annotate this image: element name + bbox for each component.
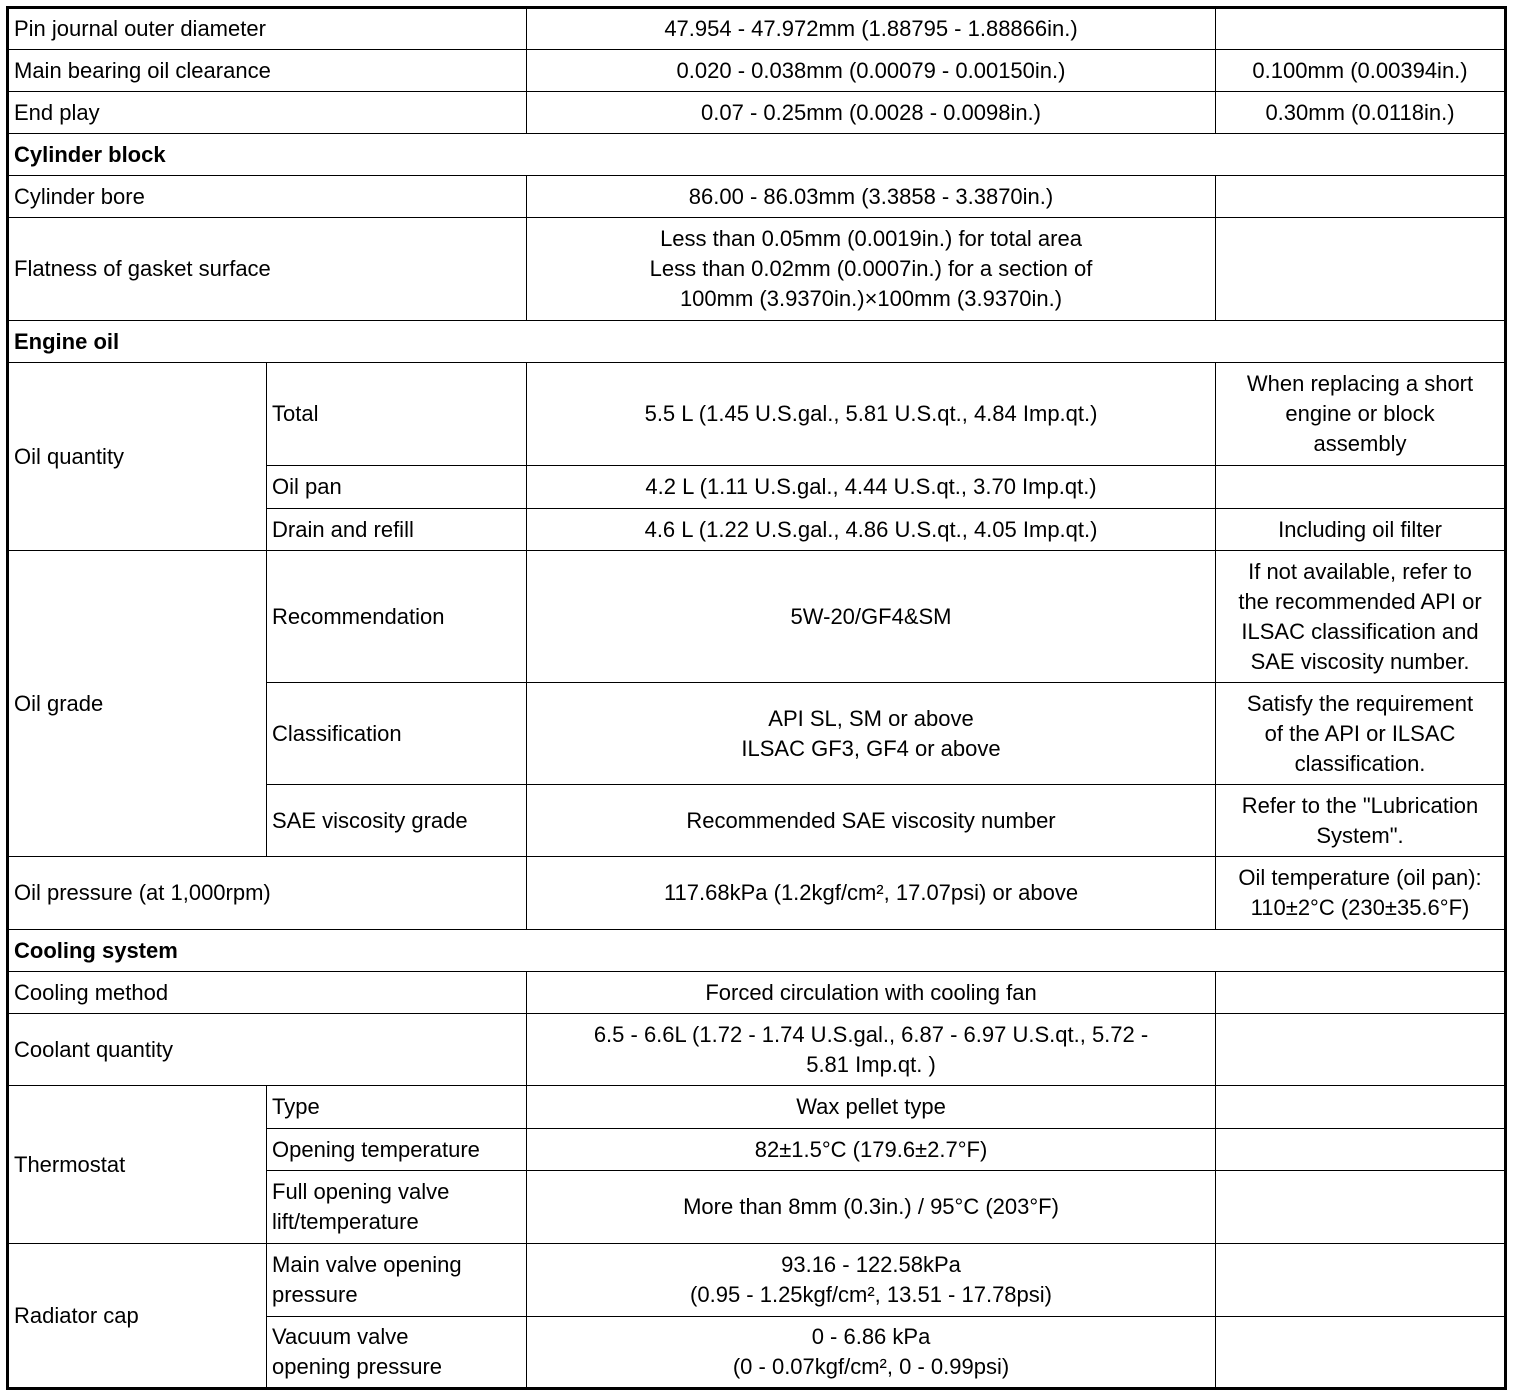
table-cell: Classification [265, 682, 528, 785]
table-cell [1215, 1085, 1507, 1129]
table-cell: 0.07 - 0.25mm (0.0028 - 0.0098in.) [526, 91, 1217, 134]
table-cell: Thermostat [7, 1085, 267, 1244]
table-row: Oil pressure (at 1,000rpm) 117.68kPa (1.2… [6, 856, 1507, 930]
table-cell: Oil quantity [7, 362, 267, 551]
table-cell: Main bearing oil clearance [6, 49, 528, 92]
table-row: Oil grade Recommendation 5W-20/GF4&SM If no… [7, 550, 1507, 857]
table-row: Cylinder bore 86.00 - 86.03mm (3.3858 - 3… [6, 175, 1507, 218]
table-row: Drain and refill 4.6 L (1.22 U.S.gal., 4.… [8, 508, 1507, 551]
table-cell: Total [265, 362, 528, 466]
table-cell [1215, 175, 1507, 218]
table-cell [1215, 1170, 1507, 1244]
table-cell: 47.954 - 47.972mm (1.88795 - 1.88866in.) [526, 7, 1217, 50]
table-cell [1215, 1128, 1507, 1171]
table-cell [1215, 1013, 1507, 1086]
table-cell: 0.020 - 0.038mm (0.00079 - 0.00150in.) [526, 49, 1217, 92]
table-cell: 5W-20/GF4&SM [526, 550, 1217, 683]
table-row: SAE viscosity grade Recommended SAE visco… [8, 784, 1507, 857]
table-cell: Pin journal outer diameter [6, 7, 528, 50]
table-cell [1215, 7, 1507, 50]
section-header-row: Cylinder block [6, 133, 1507, 176]
table-cell: Forced circulation with cooling fan [526, 971, 1217, 1014]
table-cell [1215, 971, 1507, 1014]
table-cell: Opening temperature [265, 1128, 528, 1171]
table-row: Coolant quantity 6.5 - 6.6L (1.72 - 1.74 … [6, 1013, 1507, 1086]
section-header-row: Engine oil [6, 320, 1507, 363]
table-cell: 82±1.5°C (179.6±2.7°F) [526, 1128, 1217, 1171]
table-cell: Satisfy the requirement of the API or IL… [1215, 682, 1507, 785]
table-cell: Wax pellet type [526, 1085, 1217, 1129]
table-cell: Drain and refill [265, 508, 528, 551]
table-cell: Cooling method [6, 971, 528, 1014]
section-title: Cooling system [6, 929, 1507, 972]
table-row: Full opening valve lift/temperature More … [8, 1170, 1507, 1244]
table-cell: 0.30mm (0.0118in.) [1215, 91, 1507, 134]
specification-table: Pin journal outer diameter 47.954 - 47.97… [6, 6, 1508, 1390]
table-cell: Refer to the "Lubrication System". [1215, 784, 1507, 857]
table-cell: Oil pan [265, 465, 528, 509]
table-cell: When replacing a short engine or block a… [1215, 362, 1507, 466]
table-cell: Less than 0.05mm (0.0019in.) for total a… [526, 217, 1217, 321]
table-cell: If not available, refer to the recommend… [1215, 550, 1507, 683]
table-cell: Cylinder bore [6, 175, 528, 218]
table-cell: 5.5 L (1.45 U.S.gal., 5.81 U.S.qt., 4.84… [526, 362, 1217, 466]
table-cell: 6.5 - 6.6L (1.72 - 1.74 U.S.gal., 6.87 -… [526, 1013, 1217, 1086]
section-header-row: Cooling system [6, 929, 1507, 972]
table-cell: 4.6 L (1.22 U.S.gal., 4.86 U.S.qt., 4.05… [526, 508, 1217, 551]
table-row: Main bearing oil clearance 0.020 - 0.038m… [6, 49, 1507, 92]
table-cell: Recommended SAE viscosity number [526, 784, 1217, 857]
table-cell: 0.100mm (0.00394in.) [1215, 49, 1507, 92]
table-cell: Radiator cap [7, 1243, 267, 1389]
table-cell: More than 8mm (0.3in.) / 95°C (203°F) [526, 1170, 1217, 1244]
table-cell: Recommendation [265, 550, 528, 683]
specification-table-body: Pin journal outer diameter 47.954 - 47.97… [6, 7, 1507, 1389]
table-row: Cooling method Forced circulation with co… [6, 971, 1507, 1014]
table-row: Radiator cap Main valve opening pressure 9… [7, 1243, 1507, 1389]
table-cell: API SL, SM or above ILSAC GF3, GF4 or ab… [526, 682, 1217, 785]
table-cell [1215, 465, 1507, 509]
table-cell: Oil temperature (oil pan): 110±2°C (230±… [1215, 856, 1507, 930]
table-cell: Vacuum valve opening pressure [265, 1316, 528, 1389]
table-cell: Oil grade [7, 550, 267, 857]
table-cell: 0 - 6.86 kPa (0 - 0.07kgf/cm², 0 - 0.99p… [526, 1316, 1217, 1389]
table-cell: End play [6, 91, 528, 134]
table-row: Flatness of gasket surface Less than 0.05… [6, 217, 1507, 321]
table-cell: Full opening valve lift/temperature [265, 1170, 528, 1244]
table-row: Classification API SL, SM or above ILSAC … [8, 682, 1507, 785]
table-cell: 117.68kPa (1.2kgf/cm², 17.07psi) or abov… [526, 856, 1217, 930]
table-cell [1215, 217, 1507, 321]
section-title: Engine oil [6, 320, 1507, 363]
table-cell [1215, 1316, 1507, 1389]
table-cell: 93.16 - 122.58kPa (0.95 - 1.25kgf/cm², 1… [526, 1243, 1217, 1317]
table-cell: 86.00 - 86.03mm (3.3858 - 3.3870in.) [526, 175, 1217, 218]
table-row: Thermostat Type Wax pellet type [7, 1085, 1507, 1244]
table-cell: Main valve opening pressure [265, 1243, 528, 1317]
table-row: Pin journal outer diameter 47.954 - 47.97… [6, 7, 1507, 50]
section-title: Cylinder block [6, 133, 1507, 176]
table-cell: Oil pressure (at 1,000rpm) [6, 856, 528, 930]
table-row: Oil quantity Total 5.5 L (1.45 U.S.gal., 5… [7, 362, 1507, 551]
table-cell: Coolant quantity [6, 1013, 528, 1086]
table-row: Vacuum valve opening pressure 0 - 6.86 kP… [8, 1316, 1507, 1389]
table-cell: SAE viscosity grade [265, 784, 528, 857]
table-cell: Including oil filter [1215, 508, 1507, 551]
table-row: End play 0.07 - 0.25mm (0.0028 - 0.0098in… [6, 91, 1507, 134]
table-cell: Type [265, 1085, 528, 1129]
table-row: Opening temperature 82±1.5°C (179.6±2.7°F… [8, 1128, 1507, 1171]
table-cell [1215, 1243, 1507, 1317]
table-cell: Flatness of gasket surface [6, 217, 528, 321]
table-cell: 4.2 L (1.11 U.S.gal., 4.44 U.S.qt., 3.70… [526, 465, 1217, 509]
